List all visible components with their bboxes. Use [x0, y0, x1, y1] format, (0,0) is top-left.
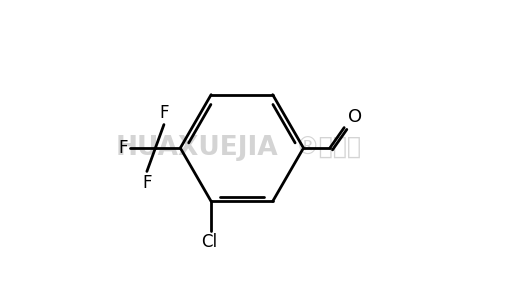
Text: F: F: [159, 104, 169, 122]
Text: F: F: [119, 139, 128, 157]
Text: O: O: [348, 108, 362, 126]
Text: ®化学加: ®化学加: [295, 136, 361, 160]
Text: F: F: [142, 174, 152, 192]
Text: HUAXUEJIA: HUAXUEJIA: [115, 135, 278, 161]
Text: Cl: Cl: [201, 233, 217, 251]
